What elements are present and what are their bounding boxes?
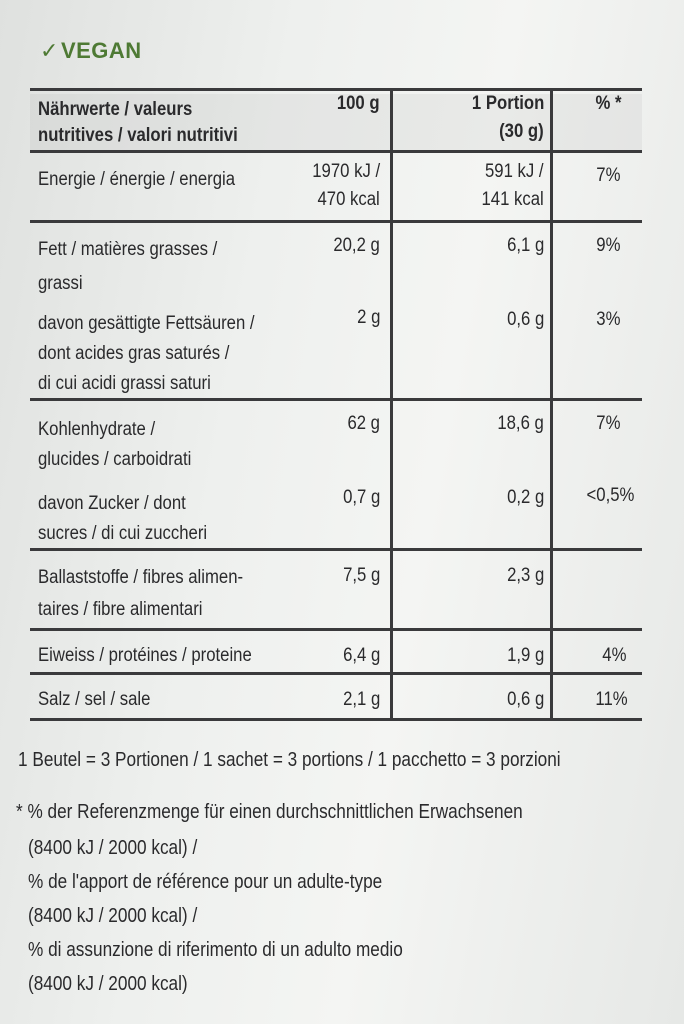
header-background [30, 94, 642, 152]
header-portion: 1 Portion [471, 93, 544, 114]
row-saturated-pct: 3% [595, 309, 620, 330]
servings-note: 1 Beutel = 3 Portionen / 1 sachet = 3 po… [18, 749, 561, 771]
rule-energy [30, 220, 642, 223]
rule-bottom [30, 718, 642, 721]
row-energy-portion-kcal: 141 kcal [481, 189, 544, 210]
nutrition-table: Nährwerte / valeurs nutritives / valori … [30, 80, 642, 721]
row-energy-portion-kj: 591 kJ / [485, 161, 544, 182]
reference-it: % di assunzione di riferimento di un adu… [28, 939, 403, 961]
row-sugar-portion: 0,2 g [506, 487, 544, 508]
header-100g: 100 g [337, 93, 380, 114]
row-fibre-label-2: taires / fibre alimentari [38, 599, 203, 620]
row-saturated-100g: 2 g [356, 307, 380, 328]
row-saturated-label-2: dont acides gras saturés / [38, 343, 230, 364]
row-fat-portion: 6,1 g [506, 235, 544, 256]
header-nutrients-2: nutritives / valori nutritivi [38, 125, 238, 146]
row-salt-100g: 2,1 g [342, 689, 380, 710]
rule-header [30, 150, 642, 153]
row-protein-label: Eiweiss / protéines / proteine [38, 645, 252, 666]
row-fat-100g: 20,2 g [333, 235, 380, 256]
col-divider-2 [550, 88, 553, 721]
row-energy-pct: 7% [595, 165, 620, 186]
rule-fat [30, 398, 642, 401]
row-energy-100g-kcal: 470 kcal [317, 189, 380, 210]
reference-it-value: (8400 kJ / 2000 kcal) [28, 973, 188, 995]
row-fibre-label: Ballaststoffe / fibres alimen- [38, 567, 244, 588]
row-fat-pct: 9% [595, 235, 620, 256]
row-carbs-pct: 7% [595, 413, 620, 434]
vegan-badge: ✓VEGAN [40, 38, 142, 64]
row-salt-pct: 11% [595, 689, 628, 710]
checkmark-icon: ✓ [40, 38, 59, 63]
row-saturated-label-3: di cui acidi grassi saturi [38, 373, 211, 394]
rule-top [30, 88, 642, 91]
row-carbs-label: Kohlenhydrate / [38, 419, 156, 440]
header-nutrients: Nährwerte / valeurs [38, 99, 193, 120]
row-fat-label-2: grassi [38, 273, 83, 294]
row-sugar-label-2: sucres / di cui zuccheri [38, 523, 208, 544]
row-saturated-portion: 0,6 g [506, 309, 544, 330]
rule-protein [30, 672, 642, 675]
reference-de: * % der Referenzmenge für einen durchsch… [16, 801, 523, 823]
row-salt-label: Salz / sel / sale [38, 689, 151, 710]
row-energy-100g-kj: 1970 kJ / [312, 161, 380, 182]
row-energy-label: Energie / énergie / energia [38, 169, 236, 190]
row-carbs-label-2: glucides / carboidrati [38, 449, 192, 470]
row-protein-100g: 6,4 g [342, 645, 380, 666]
rule-carbs [30, 548, 642, 551]
row-fat-label: Fett / matières grasses / [38, 239, 218, 260]
row-protein-portion: 1,9 g [506, 645, 544, 666]
rule-fibre [30, 628, 642, 631]
row-carbs-100g: 62 g [347, 413, 380, 434]
row-fibre-100g: 7,5 g [342, 565, 380, 586]
reference-de-value: (8400 kJ / 2000 kcal) / [28, 837, 198, 859]
vegan-label: VEGAN [60, 38, 142, 63]
reference-fr-value: (8400 kJ / 2000 kcal) / [28, 905, 198, 927]
reference-fr: % de l'apport de référence pour un adult… [28, 871, 383, 893]
row-salt-portion: 0,6 g [506, 689, 544, 710]
row-protein-pct: 4% [601, 645, 626, 666]
col-divider-1 [390, 88, 393, 721]
row-sugar-100g: 0,7 g [342, 487, 380, 508]
row-fibre-portion: 2,3 g [506, 565, 544, 586]
header-portion-size: (30 g) [499, 121, 544, 142]
header-percent: % * [595, 93, 622, 114]
row-sugar-label: davon Zucker / dont [38, 493, 186, 514]
row-saturated-label: davon gesättigte Fettsäuren / [38, 313, 255, 334]
row-carbs-portion: 18,6 g [497, 413, 544, 434]
row-sugar-pct: <0,5% [586, 485, 634, 506]
